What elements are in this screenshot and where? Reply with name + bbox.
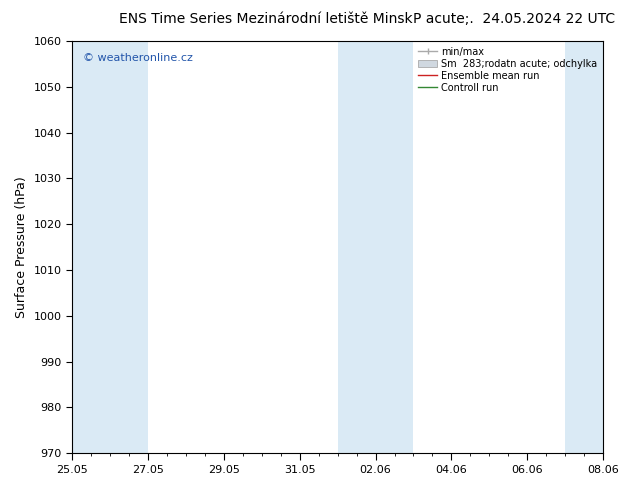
Text: © weatheronline.cz: © weatheronline.cz xyxy=(82,53,193,63)
Bar xyxy=(565,41,603,453)
Bar xyxy=(338,41,413,453)
Bar xyxy=(72,41,148,453)
Legend: min/max, Sm  283;rodatn acute; odchylka, Ensemble mean run, Controll run: min/max, Sm 283;rodatn acute; odchylka, … xyxy=(414,43,601,97)
Y-axis label: Surface Pressure (hPa): Surface Pressure (hPa) xyxy=(15,176,28,318)
Text: ENS Time Series Mezinárodní letiště Minsk: ENS Time Series Mezinárodní letiště Mins… xyxy=(119,12,413,26)
Text: P acute;.  24.05.2024 22 UTC: P acute;. 24.05.2024 22 UTC xyxy=(413,12,615,26)
